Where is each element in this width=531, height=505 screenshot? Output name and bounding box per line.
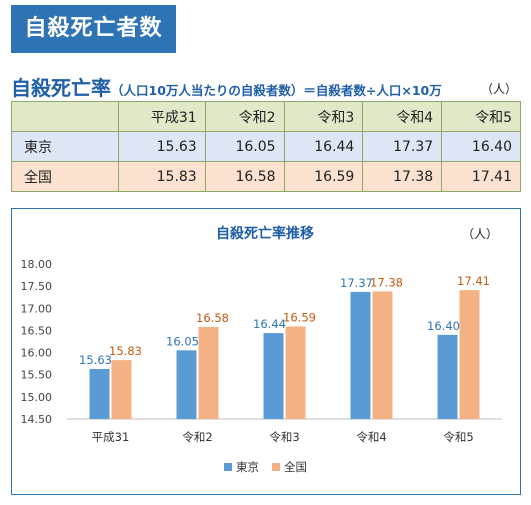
- bar-全国: [111, 360, 132, 419]
- bar-東京: [350, 291, 371, 419]
- data-label: 17.38: [370, 275, 403, 289]
- row-label: 全国: [11, 161, 119, 192]
- legend-swatch: [224, 463, 232, 471]
- section-heading: 自殺死亡率（人口10万人当たりの自殺者数）＝自殺者数÷人口×10万 （人）: [11, 72, 521, 100]
- x-tick-label: 令和4: [356, 430, 386, 444]
- table-header-cell: 令和5: [441, 101, 521, 132]
- y-tick-label: 16.00: [21, 347, 53, 360]
- data-label: 17.37: [340, 276, 373, 290]
- bar-東京: [176, 350, 197, 419]
- bar-全国: [198, 326, 219, 419]
- y-tick-label: 17.50: [21, 280, 53, 293]
- table-header-cell: 令和4: [362, 101, 443, 132]
- table-cell: 15.83: [118, 161, 206, 192]
- x-tick-label: 令和2: [182, 430, 212, 444]
- legend-swatch: [272, 463, 280, 471]
- table-cell: 16.44: [283, 131, 364, 162]
- chart-container: 自殺死亡率推移 （人） 18.00 17.50 17.00 16.50 16.00 15.50…: [11, 208, 521, 495]
- table-header-cell: 令和2: [204, 101, 285, 132]
- chart-title: 自殺死亡率推移: [216, 225, 314, 242]
- data-label: 15.63: [79, 353, 112, 367]
- bar-東京: [263, 333, 284, 419]
- y-tick-label: 18.00: [21, 258, 53, 271]
- x-tick-label: 令和3: [269, 430, 299, 444]
- y-tick-label: 17.00: [21, 302, 53, 315]
- chart-unit: （人）: [462, 227, 498, 241]
- data-table: 平成31 令和2 令和3 令和4 令和5 東京 15.63 16.05 16.4…: [11, 101, 521, 192]
- bar-全国: [372, 291, 393, 419]
- data-label: 16.58: [196, 311, 229, 325]
- table-cell: 17.37: [362, 131, 443, 162]
- bar-chart: 自殺死亡率推移 （人） 18.00 17.50 17.00 16.50 16.00 15.50…: [21, 225, 502, 474]
- row-label: 東京: [11, 131, 119, 162]
- data-label: 16.40: [427, 319, 460, 333]
- x-tick-label: 令和5: [443, 430, 473, 444]
- table-cell: 16.59: [283, 161, 364, 192]
- table-header-cell: 平成31: [118, 101, 206, 132]
- table-cell: 16.05: [204, 131, 285, 162]
- y-tick-label: 16.50: [21, 324, 53, 337]
- y-tick-label: 15.50: [21, 369, 53, 382]
- data-label: 16.59: [283, 310, 316, 324]
- x-tick-label: 平成31: [92, 430, 130, 444]
- heading-unit: （人）: [480, 82, 517, 96]
- legend-label: 全国: [284, 460, 307, 474]
- table-cell: 17.41: [441, 161, 521, 192]
- table-header-cell: 令和3: [283, 101, 364, 132]
- table-corner-cell: [11, 101, 119, 132]
- data-label: 17.41: [457, 274, 490, 288]
- bar-全国: [459, 290, 480, 419]
- table-cell: 16.58: [204, 161, 285, 192]
- table-cell: 17.38: [362, 161, 443, 192]
- banner-title: 自殺死亡者数: [11, 5, 176, 53]
- table-cell: 16.40: [441, 131, 521, 162]
- bar-東京: [437, 334, 458, 419]
- heading-title: 自殺死亡率: [11, 76, 111, 100]
- heading-note: （人口10万人当たりの自殺者数）＝自殺者数÷人口×10万: [111, 83, 442, 98]
- y-tick-label: 15.00: [21, 391, 53, 404]
- table-row: 全国 15.83 16.58 16.59 17.38 17.41: [11, 161, 521, 192]
- data-label: 16.05: [166, 334, 199, 348]
- table-cell: 15.63: [118, 131, 206, 162]
- data-label: 15.83: [109, 344, 142, 358]
- bar-全国: [285, 326, 306, 419]
- table-row: 東京 15.63 16.05 16.44 17.37 16.40: [11, 131, 521, 162]
- table-header-row: 平成31 令和2 令和3 令和4 令和5: [11, 101, 521, 132]
- bar-東京: [89, 368, 110, 419]
- legend-label: 東京: [236, 460, 259, 474]
- data-label: 16.44: [253, 317, 286, 331]
- y-tick-label: 14.50: [21, 413, 53, 426]
